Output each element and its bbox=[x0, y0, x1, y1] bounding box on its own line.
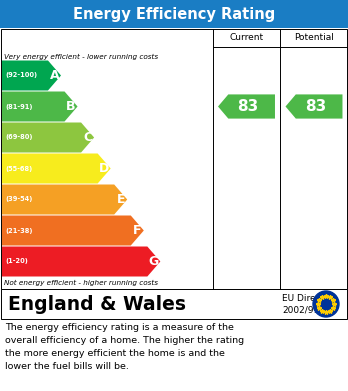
Text: G: G bbox=[149, 255, 159, 268]
Text: 83: 83 bbox=[237, 99, 259, 114]
Polygon shape bbox=[2, 122, 94, 152]
Text: Very energy efficient - lower running costs: Very energy efficient - lower running co… bbox=[4, 54, 158, 60]
Text: Energy Efficiency Rating: Energy Efficiency Rating bbox=[73, 7, 275, 22]
Text: Current: Current bbox=[229, 34, 263, 43]
Polygon shape bbox=[2, 91, 78, 122]
Polygon shape bbox=[2, 215, 144, 246]
Text: (81-91): (81-91) bbox=[5, 104, 32, 109]
Bar bbox=[1, 289, 347, 319]
Text: A: A bbox=[50, 69, 59, 82]
Text: F: F bbox=[133, 224, 142, 237]
Text: B: B bbox=[66, 100, 76, 113]
Text: E: E bbox=[117, 193, 125, 206]
Text: EU Directive
2002/91/EC: EU Directive 2002/91/EC bbox=[282, 294, 338, 314]
Circle shape bbox=[313, 291, 339, 317]
Text: 83: 83 bbox=[305, 99, 326, 114]
Text: England & Wales: England & Wales bbox=[8, 294, 186, 314]
Text: Not energy efficient - higher running costs: Not energy efficient - higher running co… bbox=[4, 280, 158, 286]
Polygon shape bbox=[218, 94, 275, 118]
Bar bbox=[0, 0, 348, 28]
Polygon shape bbox=[2, 246, 160, 276]
Text: (55-68): (55-68) bbox=[5, 165, 32, 172]
Polygon shape bbox=[2, 185, 127, 215]
Bar bbox=[1, 29, 347, 289]
Polygon shape bbox=[285, 94, 342, 118]
Text: C: C bbox=[83, 131, 92, 144]
Polygon shape bbox=[2, 154, 111, 183]
Text: Potential: Potential bbox=[294, 34, 334, 43]
Polygon shape bbox=[2, 61, 61, 90]
Text: D: D bbox=[99, 162, 109, 175]
Text: The energy efficiency rating is a measure of the
overall efficiency of a home. T: The energy efficiency rating is a measur… bbox=[5, 323, 244, 371]
Text: (1-20): (1-20) bbox=[5, 258, 28, 264]
Text: (92-100): (92-100) bbox=[5, 72, 37, 79]
Text: (39-54): (39-54) bbox=[5, 197, 32, 203]
Text: (69-80): (69-80) bbox=[5, 135, 32, 140]
Bar bbox=[0, 28, 348, 289]
Text: (21-38): (21-38) bbox=[5, 228, 32, 233]
